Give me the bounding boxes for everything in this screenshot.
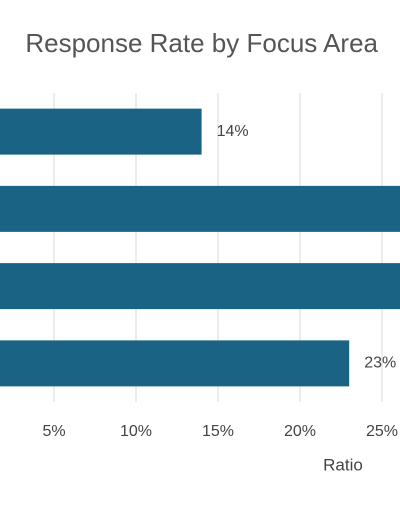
bar [0, 108, 202, 155]
x-tick-label: 10% [120, 423, 152, 440]
bar [0, 185, 400, 232]
x-tick-label: 20% [284, 423, 316, 440]
data-label: 14% [217, 123, 249, 140]
data-label: 23% [364, 355, 396, 372]
bar [0, 340, 350, 387]
x-tick-label: 15% [202, 423, 234, 440]
bar [0, 263, 400, 310]
x-axis-label: Ratio [323, 455, 363, 474]
chart-title: Response Rate by Focus Area [25, 28, 378, 58]
x-tick-label: 25% [366, 423, 398, 440]
x-tick-label: 5% [42, 423, 65, 440]
